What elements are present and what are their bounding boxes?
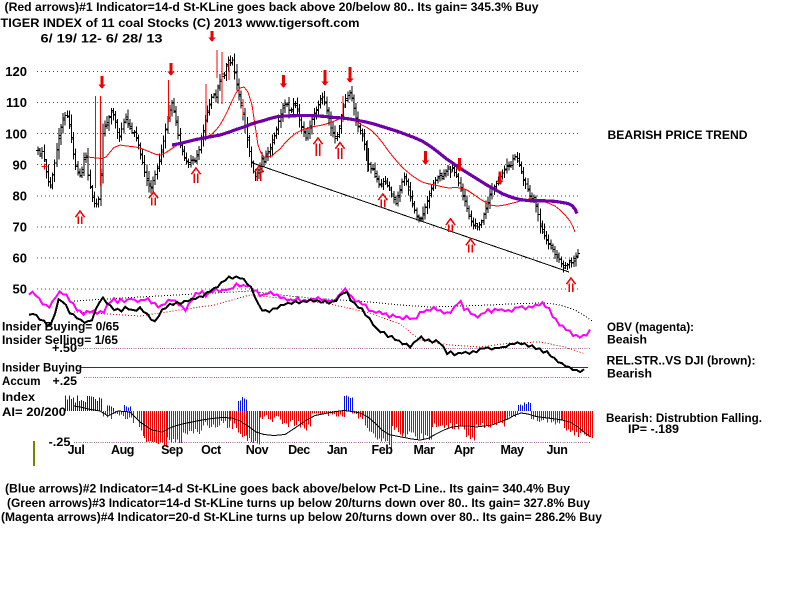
svg-text:50: 50: [13, 282, 27, 297]
svg-text:Sep: Sep: [161, 443, 183, 457]
svg-text:REL.STR..VS DJI (brown):: REL.STR..VS DJI (brown):: [607, 354, 756, 368]
svg-text:+.50: +.50: [52, 341, 77, 355]
svg-text:AI= 20/200: AI= 20/200: [2, 405, 66, 419]
svg-text:80: 80: [13, 188, 27, 203]
svg-text:May: May: [500, 443, 524, 457]
svg-text:Insider Buying: Insider Buying: [2, 361, 82, 375]
svg-text:6/ 19/ 12- 6/ 28/ 13: 6/ 19/ 12- 6/ 28/ 13: [41, 32, 163, 46]
svg-text:Index: Index: [2, 390, 35, 404]
svg-text:Dec: Dec: [288, 443, 310, 457]
svg-text:BEARISH PRICE TREND: BEARISH PRICE TREND: [608, 128, 748, 142]
svg-text:OBV (magenta):: OBV (magenta):: [607, 320, 694, 334]
svg-text:Nov: Nov: [246, 443, 269, 457]
svg-text:110: 110: [6, 95, 27, 110]
svg-text:Jan: Jan: [327, 443, 347, 457]
svg-text:TIGER INDEX of 11 coal Stocks: TIGER INDEX of 11 coal Stocks (C) 2013 w…: [1, 16, 360, 30]
svg-text:Oct: Oct: [201, 443, 222, 457]
svg-text:70: 70: [13, 220, 27, 235]
svg-text:Insider Buying= 0/65: Insider Buying= 0/65: [2, 320, 119, 334]
svg-text:Bearish: Distrubtion Falling.: Bearish: Distrubtion Falling.: [606, 411, 762, 425]
svg-text:90: 90: [13, 157, 27, 172]
svg-text:Apr: Apr: [454, 443, 475, 457]
svg-text:Beaish: Beaish: [607, 333, 647, 347]
svg-text:Insider Selling= 1/65: Insider Selling= 1/65: [2, 333, 118, 347]
svg-text:60: 60: [13, 251, 27, 266]
svg-text:Bearish: Bearish: [607, 367, 652, 381]
svg-text:100: 100: [5, 126, 27, 141]
svg-text:Jul: Jul: [68, 443, 85, 457]
svg-text:IP= -.189: IP= -.189: [628, 422, 679, 436]
svg-text:Accum: Accum: [2, 374, 41, 388]
svg-text:(Green arrows)#3 Indicator=14-: (Green arrows)#3 Indicator=14-d St-KLine…: [7, 496, 590, 510]
svg-text:120: 120: [5, 64, 27, 79]
svg-text:Mar: Mar: [413, 443, 435, 457]
svg-text:Feb: Feb: [371, 443, 393, 457]
svg-text:(Red arrows)#1 Indicator=14-d: (Red arrows)#1 Indicator=14-d St-KLine g…: [5, 0, 539, 14]
svg-text:Jun: Jun: [546, 443, 567, 457]
svg-text:-.25: -.25: [49, 435, 71, 449]
svg-text:(Magenta arrows)#4 Indicator=2: (Magenta arrows)#4 Indicator=20-d St-KLi…: [1, 510, 602, 524]
svg-text:+.25: +.25: [53, 374, 78, 388]
svg-text:(Blue arrows)#2 Indicator=14-d: (Blue arrows)#2 Indicator=14-d St-KLine …: [5, 482, 570, 496]
svg-text:Aug: Aug: [111, 443, 134, 457]
